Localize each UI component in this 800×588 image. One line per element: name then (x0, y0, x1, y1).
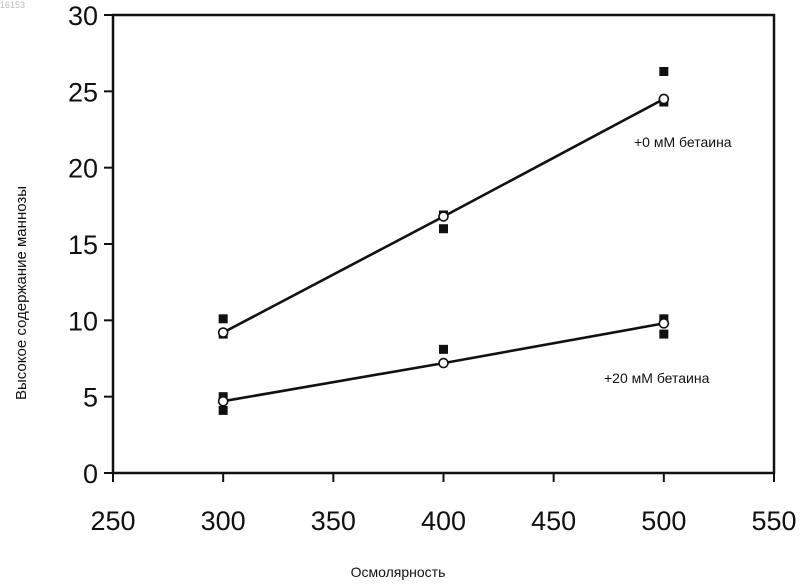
fit-marker (219, 397, 228, 406)
y-axis-title: Высокое содержание маннозы (13, 186, 30, 400)
fit-marker (439, 212, 448, 221)
data-point (219, 314, 228, 323)
fit-marker (659, 94, 668, 103)
x-tick-label: 500 (641, 506, 686, 536)
x-tick-label: 300 (201, 506, 246, 536)
data-point (659, 67, 668, 76)
y-tick-label: 5 (83, 383, 98, 413)
x-tick-label: 350 (311, 506, 356, 536)
figure-id: 16153 (0, 0, 25, 10)
x-tick-label: 550 (751, 506, 796, 536)
y-tick-label: 10 (68, 306, 98, 336)
fit-marker (439, 359, 448, 368)
y-tick-label: 30 (68, 1, 98, 31)
x-tick-label: 250 (90, 506, 135, 536)
fit-marker (219, 328, 228, 337)
plot-frame (113, 15, 774, 473)
data-point (659, 330, 668, 339)
y-tick-label: 25 (68, 77, 98, 107)
x-axis-title: Осмолярность (351, 564, 446, 580)
data-point (219, 406, 228, 415)
data-point (439, 345, 448, 354)
y-tick-label: 15 (68, 230, 98, 260)
y-tick-label: 0 (83, 459, 98, 489)
series-label-20mm: +20 мМ бетаина (604, 370, 710, 386)
x-tick-label: 400 (421, 506, 466, 536)
fit-marker (659, 319, 668, 328)
y-tick-label: 20 (68, 154, 98, 184)
series-label-0mm: +0 мМ бетаина (634, 134, 732, 150)
x-tick-label: 450 (531, 506, 576, 536)
data-point (439, 224, 448, 233)
